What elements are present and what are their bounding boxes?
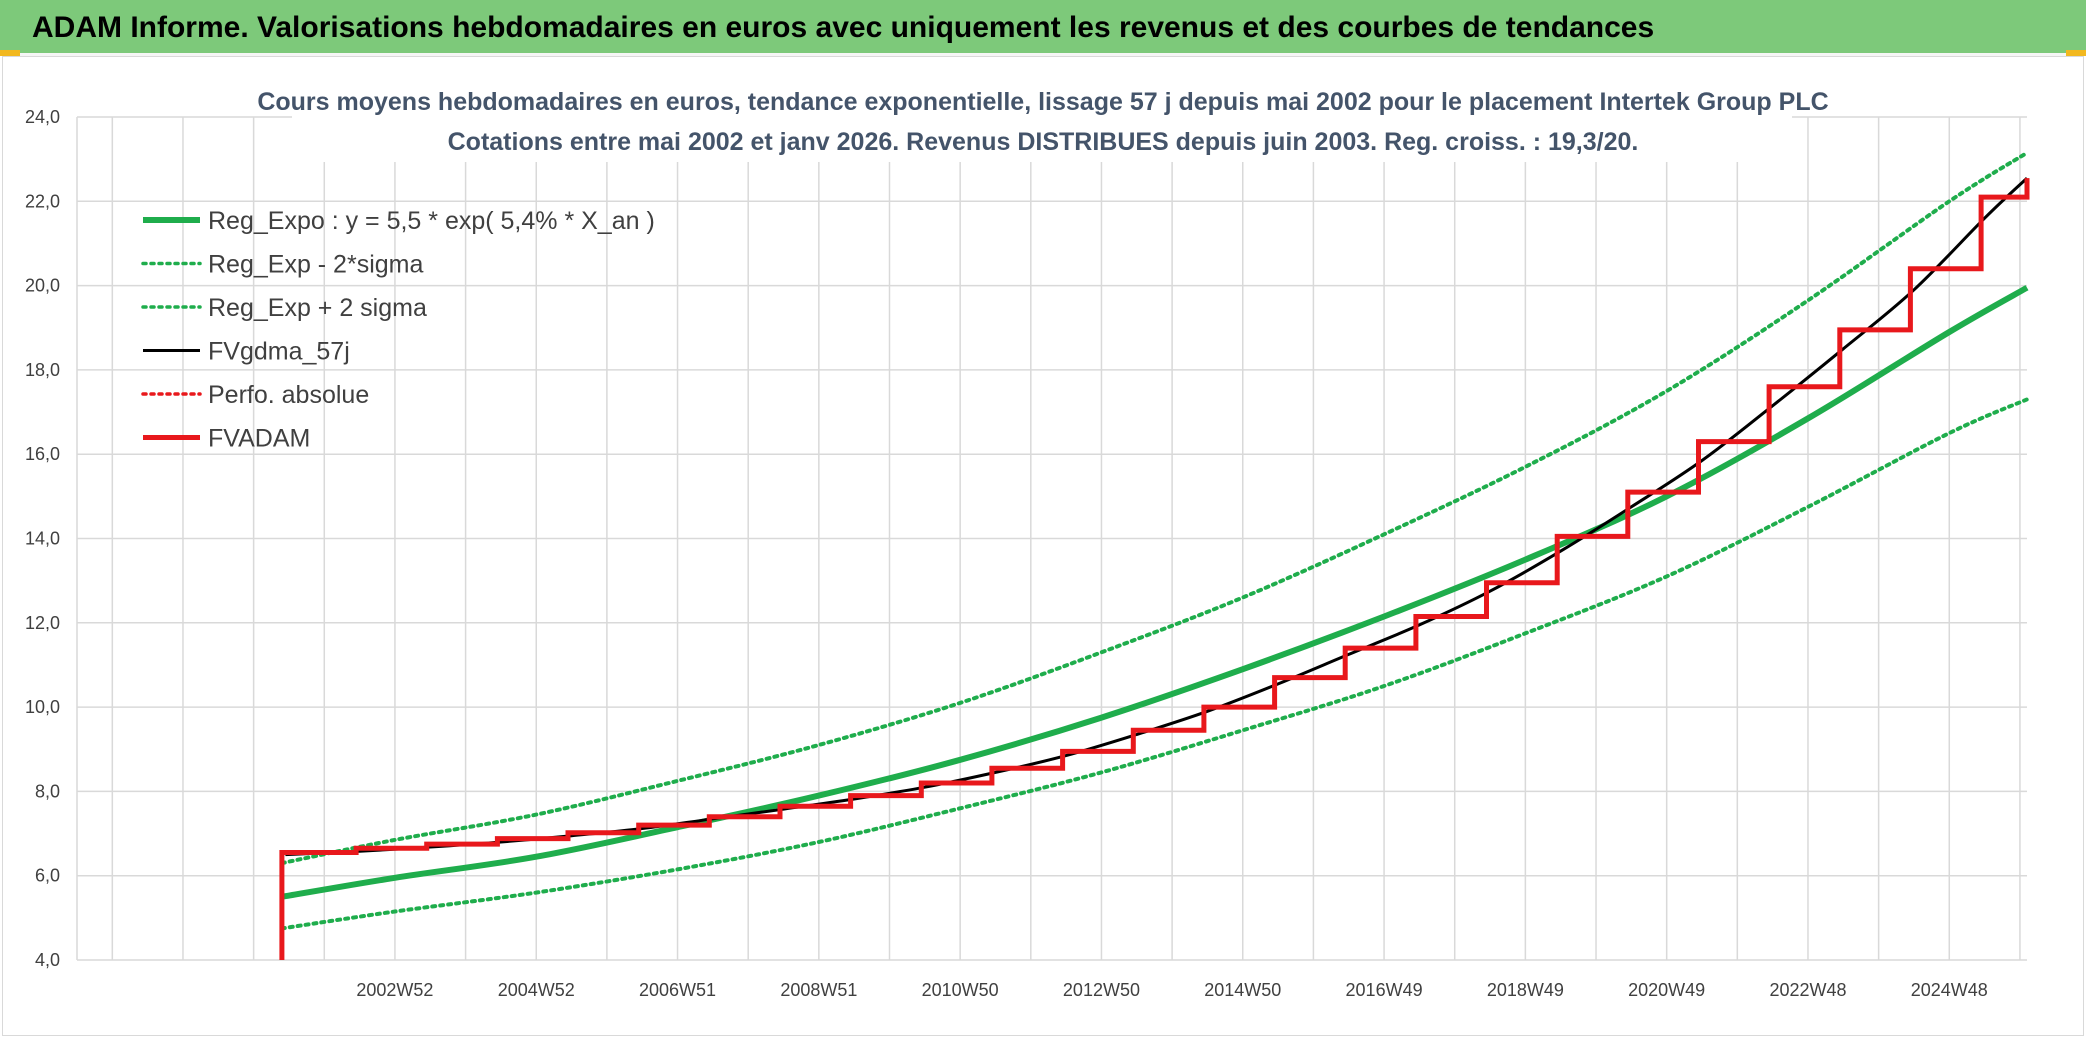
- chart-legend: Reg_Expo : y = 5,5 * exp( 5,4% * X_an ) R…: [141, 207, 655, 453]
- y-tick-label: 20,0: [25, 276, 60, 296]
- legend-label-0: Reg_Expo : y = 5,5 * exp( 5,4% * X_an ): [208, 207, 655, 235]
- corner-marker-right: [2066, 50, 2086, 56]
- chart-title-line-1: Cours moyens hebdomadaires en euros, ten…: [257, 88, 1828, 116]
- x-tick-label: 2016W49: [1346, 980, 1423, 1000]
- x-tick-label: 2006W51: [639, 980, 716, 1000]
- legend-label-1: Reg_Exp - 2*sigma: [208, 251, 423, 279]
- chart-title-background: [292, 80, 1792, 162]
- x-tick-label: 2014W50: [1204, 980, 1281, 1000]
- y-axis-ticks: 4,0 6,0 8,0 10,0 12,0 14,0 16,0 18,0 20,0 22,0 24,…: [25, 107, 60, 970]
- x-tick-label: 2008W51: [780, 980, 857, 1000]
- series-line-5: [279, 178, 2030, 960]
- y-tick-label: 8,0: [35, 781, 60, 801]
- y-tick-label: 14,0: [25, 529, 60, 549]
- y-tick-label: 10,0: [25, 697, 60, 717]
- y-tick-label: 12,0: [25, 613, 60, 633]
- y-tick-label: 24,0: [25, 107, 60, 127]
- corner-marker-left: [0, 50, 20, 56]
- x-tick-label: 2022W48: [1769, 980, 1846, 1000]
- series-line-3: [285, 177, 2029, 857]
- series-line-2: [279, 150, 2029, 866]
- y-tick-label: 16,0: [25, 444, 60, 464]
- series-line-1: [279, 397, 2029, 931]
- chart-series: [279, 150, 2030, 960]
- x-tick-label: 2012W50: [1063, 980, 1140, 1000]
- x-tick-label: 2020W49: [1628, 980, 1705, 1000]
- chart-title-line-2: Cotations entre mai 2002 et janv 2026. R…: [448, 128, 1639, 156]
- legend-label-4: Perfo. absolue: [208, 381, 369, 409]
- x-tick-label: 2002W52: [356, 980, 433, 1000]
- legend-label-5: FVADAM: [208, 425, 310, 453]
- legend-label-2: Reg_Exp + 2 sigma: [208, 294, 427, 322]
- y-tick-label: 6,0: [35, 866, 60, 886]
- x-axis-ticks: 2002W52 2004W52 2006W51 2008W51 2010W50 2012W…: [356, 980, 1987, 1000]
- x-tick-label: 2010W50: [922, 980, 999, 1000]
- legend-label-3: FVgdma_57j: [208, 338, 350, 366]
- x-tick-label: 2004W52: [498, 980, 575, 1000]
- series-line-0: [281, 285, 2029, 900]
- x-tick-label: 2018W49: [1487, 980, 1564, 1000]
- y-tick-label: 22,0: [25, 191, 60, 211]
- chart-title: Cours moyens hebdomadaires en euros, ten…: [257, 88, 1828, 156]
- x-tick-label: 2024W48: [1911, 980, 1988, 1000]
- report-banner: ADAM Informe. Valorisations hebdomadaire…: [0, 0, 2086, 56]
- report-title: ADAM Informe. Valorisations hebdomadaire…: [32, 11, 1655, 44]
- y-tick-label: 4,0: [35, 950, 60, 970]
- y-tick-label: 18,0: [25, 360, 60, 380]
